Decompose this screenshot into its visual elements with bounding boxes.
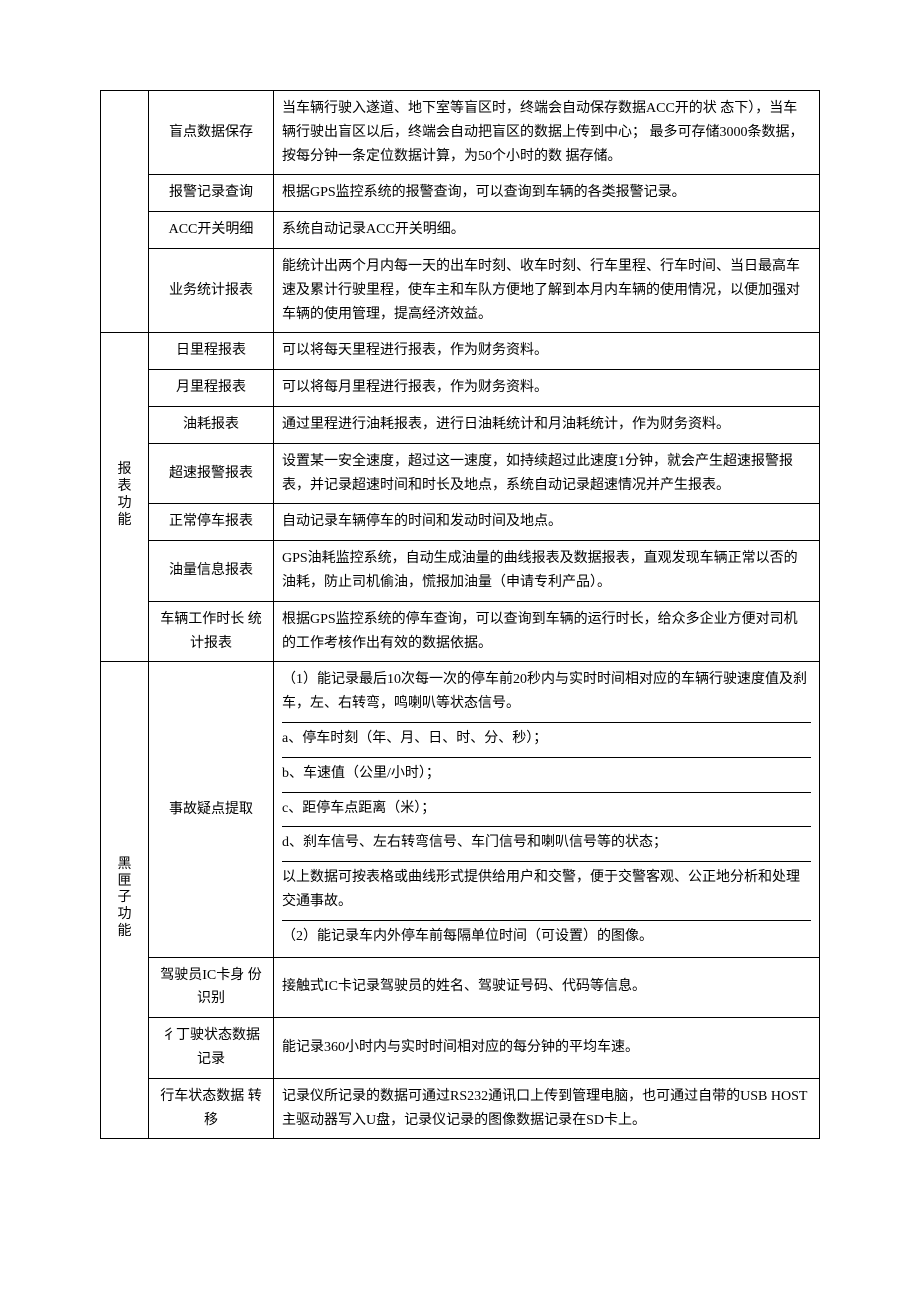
- category-cell-blackbox: 黑匣子功能: [101, 662, 149, 1139]
- desc-part: a、停车时刻（年、月、日、时、分、秒）；: [282, 722, 811, 753]
- feature-name: 正常停车报表: [149, 504, 274, 541]
- table-row: 业务统计报表 能统计出两个月内每一天的出车时刻、收车时刻、行车里程、行车时间、当…: [101, 248, 820, 332]
- feature-name: 业务统计报表: [149, 248, 274, 332]
- feature-table: 盲点数据保存 当车辆行驶入遂道、地下室等盲区时，终端会自动保存数据ACC开的状 …: [100, 90, 820, 1139]
- table-row: 月里程报表 可以将每月里程进行报表，作为财务资料。: [101, 370, 820, 407]
- desc-part: d、刹车信号、左右转弯信号、车门信号和喇叭信号等的状态；: [282, 826, 811, 857]
- table-row: 行车状态数据 转移 记录仪所记录的数据可通过RS232通讯口上传到管理电脑，也可…: [101, 1078, 820, 1139]
- feature-name: 油量信息报表: [149, 541, 274, 602]
- category-label: 黑匣子功能: [118, 857, 132, 941]
- feature-desc: 根据GPS监控系统的停车查询，可以查询到车辆的运行时长，给众多企业方便对司机的工…: [274, 601, 820, 662]
- feature-name: 盲点数据保存: [149, 91, 274, 175]
- table-row: 正常停车报表 自动记录车辆停车的时间和发动时间及地点。: [101, 504, 820, 541]
- feature-name: 驾驶员IC卡身 份识别: [149, 957, 274, 1018]
- feature-desc: 能记录360小时内与实时时间相对应的每分钟的平均车速。: [274, 1018, 820, 1079]
- desc-part: （1）能记录最后10次每一次的停车前20秒内与实时时间相对应的车辆行驶速度值及刹…: [282, 668, 811, 718]
- feature-desc: 记录仪所记录的数据可通过RS232通讯口上传到管理电脑，也可通过自带的USB H…: [274, 1078, 820, 1139]
- feature-desc: 根据GPS监控系统的报警查询，可以查询到车辆的各类报警记录。: [274, 175, 820, 212]
- feature-desc: 自动记录车辆停车的时间和发动时间及地点。: [274, 504, 820, 541]
- table-row: 油耗报表 通过里程进行油耗报表，进行日油耗统计和月油耗统计，作为财务资料。: [101, 406, 820, 443]
- feature-name: 超速报警报表: [149, 443, 274, 504]
- feature-desc-multi: （1）能记录最后10次每一次的停车前20秒内与实时时间相对应的车辆行驶速度值及刹…: [274, 662, 820, 957]
- feature-name: 事故疑点提取: [149, 662, 274, 957]
- feature-desc: 系统自动记录ACC开关明细。: [274, 212, 820, 249]
- table-row: 彳丁驶状态数据记录 能记录360小时内与实时时间相对应的每分钟的平均车速。: [101, 1018, 820, 1079]
- table-row: 超速报警报表 设置某一安全速度，超过这一速度，如持续超过此速度1分钟，就会产生超…: [101, 443, 820, 504]
- table-row: 报表功能 日里程报表 可以将每天里程进行报表，作为财务资料。: [101, 333, 820, 370]
- feature-name: 彳丁驶状态数据记录: [149, 1018, 274, 1079]
- feature-desc: 当车辆行驶入遂道、地下室等盲区时，终端会自动保存数据ACC开的状 态下），当车辆…: [274, 91, 820, 175]
- table-row: 油量信息报表 GPS油耗监控系统，自动生成油量的曲线报表及数据报表，直观发现车辆…: [101, 541, 820, 602]
- desc-part: b、车速值（公里/小时）；: [282, 757, 811, 788]
- feature-name: 行车状态数据 转移: [149, 1078, 274, 1139]
- desc-part: 以上数据可按表格或曲线形式提供给用户和交警，便于交警客观、公正地分析和处理交通事…: [282, 861, 811, 916]
- table-row: 黑匣子功能 事故疑点提取 （1）能记录最后10次每一次的停车前20秒内与实时时间…: [101, 662, 820, 957]
- table-row: ACC开关明细 系统自动记录ACC开关明细。: [101, 212, 820, 249]
- table-row: 报警记录查询 根据GPS监控系统的报警查询，可以查询到车辆的各类报警记录。: [101, 175, 820, 212]
- desc-part: c、距停车点距离（米）；: [282, 792, 811, 823]
- feature-name: 油耗报表: [149, 406, 274, 443]
- table-row: 盲点数据保存 当车辆行驶入遂道、地下室等盲区时，终端会自动保存数据ACC开的状 …: [101, 91, 820, 175]
- feature-desc: 通过里程进行油耗报表，进行日油耗统计和月油耗统计，作为财务资料。: [274, 406, 820, 443]
- feature-name: 日里程报表: [149, 333, 274, 370]
- feature-name: 报警记录查询: [149, 175, 274, 212]
- feature-name: 月里程报表: [149, 370, 274, 407]
- feature-desc: GPS油耗监控系统，自动生成油量的曲线报表及数据报表，直观发现车辆正常以否的油耗…: [274, 541, 820, 602]
- table-row: 车辆工作时长 统计报表 根据GPS监控系统的停车查询，可以查询到车辆的运行时长，…: [101, 601, 820, 662]
- category-cell-empty: [101, 91, 149, 333]
- feature-name: ACC开关明细: [149, 212, 274, 249]
- category-cell-reports: 报表功能: [101, 333, 149, 662]
- table-row: 驾驶员IC卡身 份识别 接触式IC卡记录驾驶员的姓名、驾驶证号码、代码等信息。: [101, 957, 820, 1018]
- feature-desc: 能统计出两个月内每一天的出车时刻、收车时刻、行车里程、行车时间、当日最高车速及累…: [274, 248, 820, 332]
- feature-desc: 可以将每月里程进行报表，作为财务资料。: [274, 370, 820, 407]
- feature-desc: 接触式IC卡记录驾驶员的姓名、驾驶证号码、代码等信息。: [274, 957, 820, 1018]
- desc-part: （2）能记录车内外停车前每隔单位时间（可设置）的图像。: [282, 920, 811, 951]
- category-label: 报表功能: [118, 462, 132, 529]
- feature-desc: 可以将每天里程进行报表，作为财务资料。: [274, 333, 820, 370]
- feature-desc: 设置某一安全速度，超过这一速度，如持续超过此速度1分钟，就会产生超速报警报表，并…: [274, 443, 820, 504]
- feature-name: 车辆工作时长 统计报表: [149, 601, 274, 662]
